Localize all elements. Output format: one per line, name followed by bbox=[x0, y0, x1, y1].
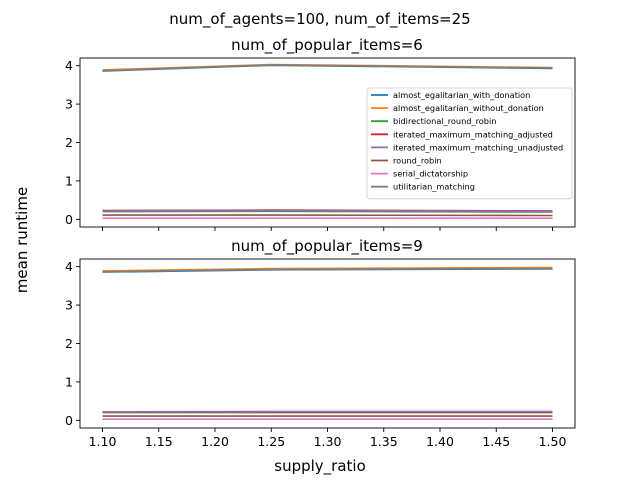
bottom-x-tick-label: 1.10 bbox=[89, 434, 117, 449]
top-y-tick-label: 0 bbox=[65, 212, 73, 227]
top-y-tick-label: 2 bbox=[65, 135, 73, 150]
bottom-x-tick-label: 1.15 bbox=[145, 434, 173, 449]
x-axis-label: supply_ratio bbox=[274, 457, 366, 476]
legend-entry: utilitarian_matching bbox=[393, 182, 475, 192]
bottom-x-tick-label: 1.40 bbox=[426, 434, 454, 449]
subplot-top-title: num_of_popular_items=6 bbox=[231, 36, 423, 55]
top-series-iterated-maximum-matching-unadjusted bbox=[102, 209, 553, 213]
top-series-utilitarian-matching bbox=[102, 64, 553, 72]
subplot-top-ticks: 0 1 2 3 4 bbox=[65, 58, 553, 231]
legend-frame bbox=[366, 87, 573, 200]
y-axis-label: mean runtime bbox=[13, 187, 31, 293]
figure-suptitle: num_of_agents=100, num_of_items=25 bbox=[169, 10, 470, 29]
subplot-bottom-frame bbox=[79, 258, 576, 429]
bottom-y-tick-label: 0 bbox=[65, 413, 73, 428]
bottom-series-utilitarian-matching bbox=[102, 267, 553, 273]
subplot-bottom-ticks: 1.10 1.15 1.20 1.25 1.30 1.35 1.40 1.45 1.50 0 1 2 3… bbox=[65, 259, 566, 449]
legend-entry: almost_egalitarian_with_donation bbox=[393, 90, 530, 100]
legend-entry: bidirectional_round_robin bbox=[393, 116, 496, 126]
bottom-x-tick-label: 1.35 bbox=[370, 434, 398, 449]
legend-entry: round_robin bbox=[393, 156, 442, 166]
bottom-y-tick-label: 1 bbox=[65, 374, 73, 389]
bottom-y-tick-label: 4 bbox=[65, 259, 73, 274]
top-y-tick-label: 4 bbox=[65, 58, 73, 73]
subplot-top-frame bbox=[79, 57, 576, 228]
bottom-x-tick-label: 1.20 bbox=[201, 434, 229, 449]
subplot-bottom-series bbox=[102, 266, 553, 421]
top-y-tick-label: 3 bbox=[65, 97, 73, 112]
top-y-tick-label: 1 bbox=[65, 173, 73, 188]
legend-entry: serial_dictatorship bbox=[393, 169, 468, 179]
subplot-top: num_of_popular_items=6 0 1 2 3 4 almost_egal… bbox=[65, 36, 576, 231]
bottom-y-tick-label: 2 bbox=[65, 336, 73, 351]
legend: almost_egalitarian_with_donation almost_e… bbox=[366, 87, 573, 200]
bottom-x-tick-label: 1.30 bbox=[314, 434, 342, 449]
subplot-top-series bbox=[102, 63, 553, 219]
legend-entry: iterated_maximum_matching_unadjusted bbox=[393, 142, 563, 152]
bottom-x-tick-label: 1.25 bbox=[257, 434, 285, 449]
legend-entry: almost_egalitarian_without_donation bbox=[393, 103, 544, 113]
subplot-bottom: num_of_popular_items=9 1.10 1.15 1.20 1.25 1… bbox=[65, 237, 576, 449]
bottom-x-tick-label: 1.45 bbox=[482, 434, 510, 449]
legend-entry: iterated_maximum_matching_adjusted bbox=[393, 129, 553, 139]
subplot-bottom-title: num_of_popular_items=9 bbox=[231, 237, 423, 256]
bottom-x-tick-label: 1.50 bbox=[539, 434, 567, 449]
bottom-y-tick-label: 3 bbox=[65, 298, 73, 313]
